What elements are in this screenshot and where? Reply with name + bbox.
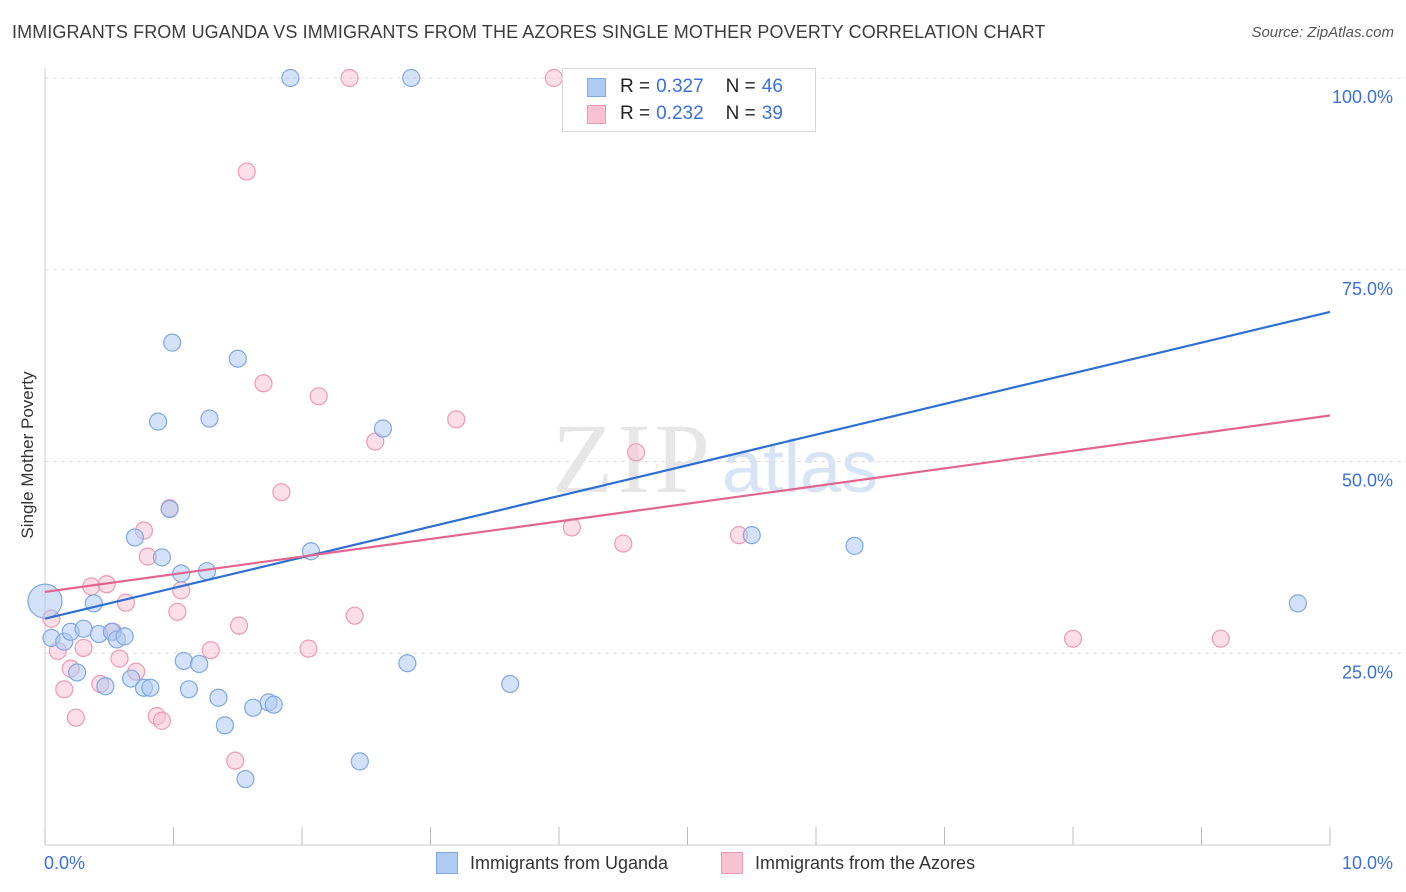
- azores-point-34: [614, 534, 633, 553]
- uganda-point-29: [236, 769, 255, 789]
- uganda-point-28: [228, 349, 247, 368]
- uganda-point-27: [215, 716, 234, 735]
- chart-title: IMMIGRANTS FROM UGANDA VS IMMIGRANTS FRO…: [12, 22, 1046, 42]
- uganda-point-32: [264, 695, 283, 714]
- uganda-point-44: [1288, 594, 1307, 613]
- azores-point-21: [229, 616, 249, 635]
- azores-point-27: [309, 387, 328, 406]
- uganda-point-41: [742, 526, 761, 545]
- uganda-point-18: [160, 499, 179, 519]
- uganda-point-8: [96, 677, 115, 696]
- uganda-point-33: [281, 68, 300, 88]
- uganda-r-label: R =: [620, 76, 651, 97]
- source-note: Source: ZipAtlas.com: [1251, 24, 1394, 41]
- azores-n-label: N =: [725, 103, 756, 124]
- uganda-n-label: N =: [725, 76, 756, 97]
- azores-point-2: [55, 680, 74, 699]
- uganda-r-value: 0.327: [656, 76, 704, 97]
- azores-point-33: [562, 518, 581, 537]
- uganda-point-11: [115, 627, 134, 646]
- uganda-point-22: [179, 680, 199, 699]
- bottom-azores-swatch: [721, 852, 743, 874]
- azores-n-value: 39: [761, 103, 783, 124]
- uganda-point-39: [501, 674, 520, 694]
- azores-point-26: [299, 639, 318, 658]
- x-tick-label-min: 0.0%: [44, 853, 85, 873]
- azores-point-32: [544, 68, 563, 88]
- bottom-azores-label: Immigrants from the Azores: [755, 852, 976, 873]
- uganda-point-35: [350, 752, 369, 771]
- legend-row-azores: R = 0.232 N = 39: [587, 101, 783, 127]
- uganda-point-15: [141, 678, 160, 697]
- bottom-legend-uganda: Immigrants from Uganda: [436, 852, 668, 874]
- trend-lines: [44, 310, 1331, 620]
- y-tick-label-50: 50.0%: [1342, 471, 1393, 491]
- x-tick-label-max: 10.0%: [1342, 853, 1393, 873]
- uganda-point-17: [152, 548, 172, 567]
- bottom-uganda-swatch: [436, 852, 458, 874]
- correlation-legend: R = 0.327 N = 46 R = 0.232 N = 39: [562, 68, 816, 132]
- azores-trend-line: [44, 414, 1331, 593]
- uganda-point-37: [398, 654, 417, 673]
- y-tick-label-100: 100.0%: [1332, 87, 1393, 107]
- uganda-point-16: [148, 412, 168, 431]
- uganda-point-5: [74, 619, 93, 638]
- uganda-point-25: [200, 409, 219, 428]
- azores-point-10: [110, 649, 129, 668]
- tick-labels: 25.0% 50.0% 75.0% 100.0% 0.0% 10.0%: [44, 87, 1393, 873]
- azores-point-25: [272, 483, 291, 502]
- y-tick-label-25: 25.0%: [1342, 662, 1393, 682]
- grid: [45, 77, 1406, 654]
- azores-point-31: [447, 410, 466, 429]
- bottom-legend-azores: Immigrants from the Azores: [721, 852, 975, 874]
- azores-swatch: [587, 104, 606, 124]
- azores-point-28: [340, 68, 359, 88]
- uganda-swatch: [587, 77, 606, 97]
- uganda-point-30: [244, 698, 263, 717]
- azores-point-24: [254, 374, 273, 393]
- uganda-trend-line: [44, 310, 1331, 620]
- azores-point-4: [66, 708, 85, 727]
- uganda-point-43: [845, 536, 864, 555]
- uganda-n-value: 46: [761, 76, 783, 97]
- azores-r-value: 0.232: [656, 103, 704, 124]
- uganda-point-4: [68, 663, 87, 682]
- azores-point-11: [116, 593, 136, 612]
- azores-point-5: [74, 638, 93, 657]
- y-axis-label: Single Mother Poverty: [18, 371, 37, 539]
- azores-point-23: [237, 162, 256, 181]
- azores-point-22: [226, 751, 245, 770]
- azores-point-16: [152, 711, 172, 730]
- legend-row-uganda: R = 0.327 N = 46: [587, 74, 783, 100]
- uganda-point-12: [121, 669, 141, 688]
- uganda-point-23: [190, 654, 209, 674]
- azores-point-35: [626, 443, 646, 462]
- uganda-point-36: [373, 419, 393, 438]
- y-tick-label-75: 75.0%: [1342, 279, 1393, 299]
- azores-point-38: [1211, 629, 1230, 648]
- azores-point-29: [345, 606, 364, 625]
- azores-r-label: R =: [620, 103, 651, 124]
- uganda-point-26: [209, 688, 228, 707]
- azores-point-20: [201, 641, 220, 660]
- uganda-point-21: [174, 651, 193, 671]
- bottom-uganda-label: Immigrants from Uganda: [470, 852, 669, 873]
- uganda-points: [27, 68, 1307, 789]
- uganda-point-19: [163, 333, 182, 352]
- azores-point-37: [1063, 629, 1083, 648]
- axes: [44, 68, 1331, 846]
- uganda-point-13: [125, 528, 145, 547]
- uganda-point-38: [402, 68, 421, 88]
- azores-point-18: [168, 602, 187, 621]
